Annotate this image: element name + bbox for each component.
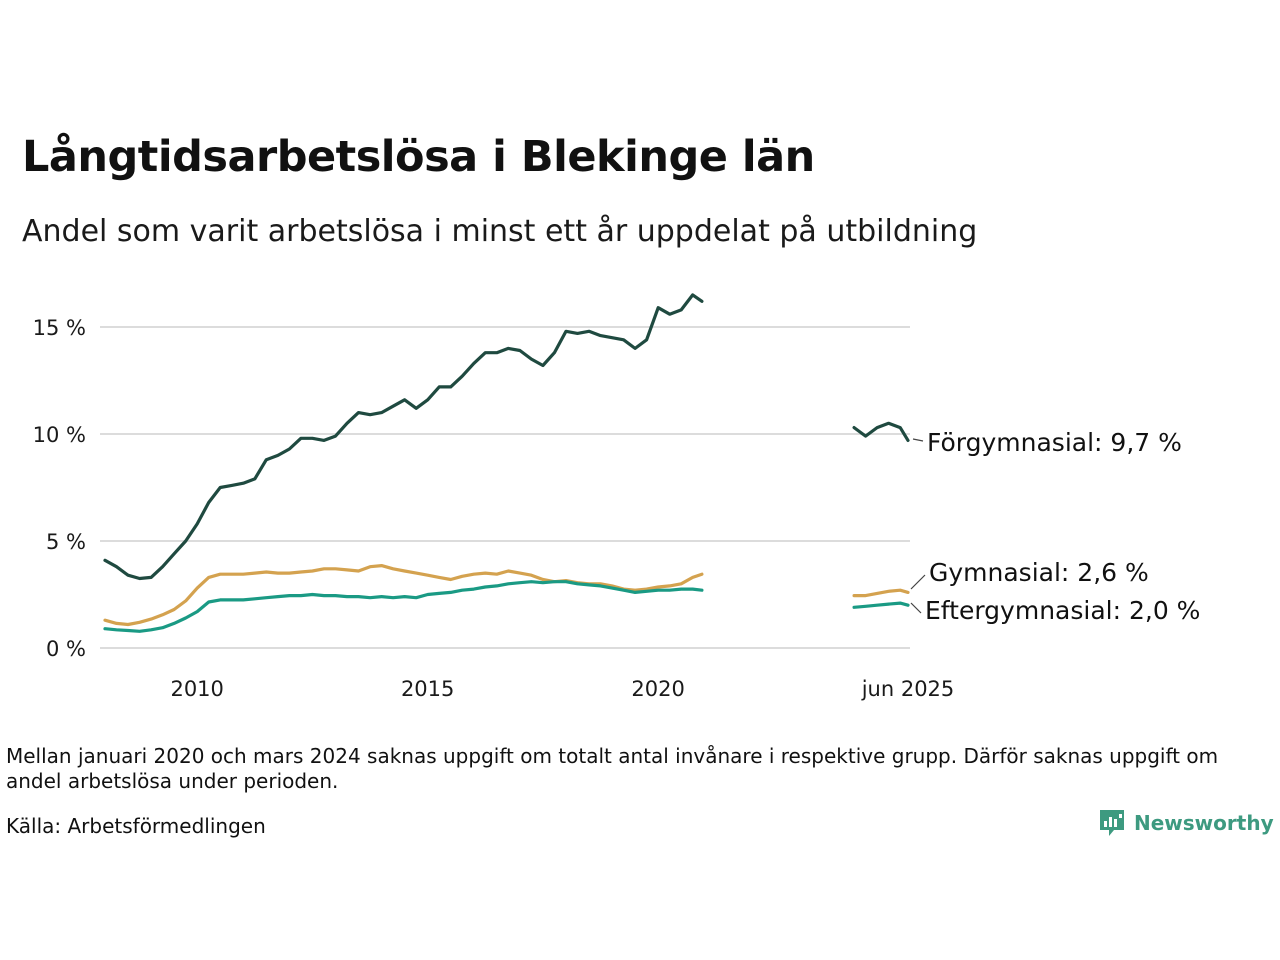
series-end-labels: Förgymnasial: 9,7 % Gymnasial: 2,6 % Efter… <box>910 428 1200 625</box>
series-line-gymnasial <box>103 564 704 627</box>
series-line-förgymnasial <box>103 293 704 581</box>
x-tick-label: 2020 <box>631 677 684 701</box>
newsworthy-logo-icon <box>1100 810 1124 836</box>
end-label-förgymnasial: Förgymnasial: 9,7 % <box>927 428 1182 457</box>
x-tick-label: 2015 <box>401 677 454 701</box>
y-tick-label: 15 % <box>33 316 86 340</box>
chart-title: Långtidsarbetslösa i Blekinge län <box>22 132 815 182</box>
chart-subtitle: Andel som varit arbetslösa i minst ett å… <box>22 214 978 249</box>
brand-name: Newsworthy <box>1134 811 1274 835</box>
y-tick-label: 10 % <box>33 423 86 447</box>
series-line-förgymnasial <box>852 421 910 442</box>
source-note: Källa: Arbetsförmedlingen <box>6 814 266 838</box>
y-tick-label: 5 % <box>46 530 86 554</box>
end-label-gymnasial: Gymnasial: 2,6 % <box>929 558 1149 587</box>
x-tick-label: 2010 <box>170 677 223 701</box>
x-axis-ticks: 2010 2015 2020 jun 2025 <box>170 677 954 701</box>
series-lines <box>103 293 910 633</box>
x-tick-label: jun 2025 <box>861 677 955 701</box>
label-leader-gymnasial <box>910 574 926 590</box>
label-leader-eftergymnasial <box>910 602 922 614</box>
series-line-gymnasial <box>852 588 910 598</box>
end-label-eftergymnasial: Eftergymnasial: 2,0 % <box>925 596 1200 625</box>
y-axis-ticks: 0 % 5 % 10 % 15 % <box>33 316 86 661</box>
brand-logo: Newsworthy <box>1098 808 1274 838</box>
footnote: Mellan januari 2020 och mars 2024 saknas… <box>6 744 1219 793</box>
gridlines <box>100 326 910 649</box>
series-line-eftergymnasial <box>103 580 704 633</box>
y-tick-label: 0 % <box>46 637 86 661</box>
label-leader-förgymnasial <box>912 438 924 442</box>
series-line-eftergymnasial <box>852 601 910 609</box>
